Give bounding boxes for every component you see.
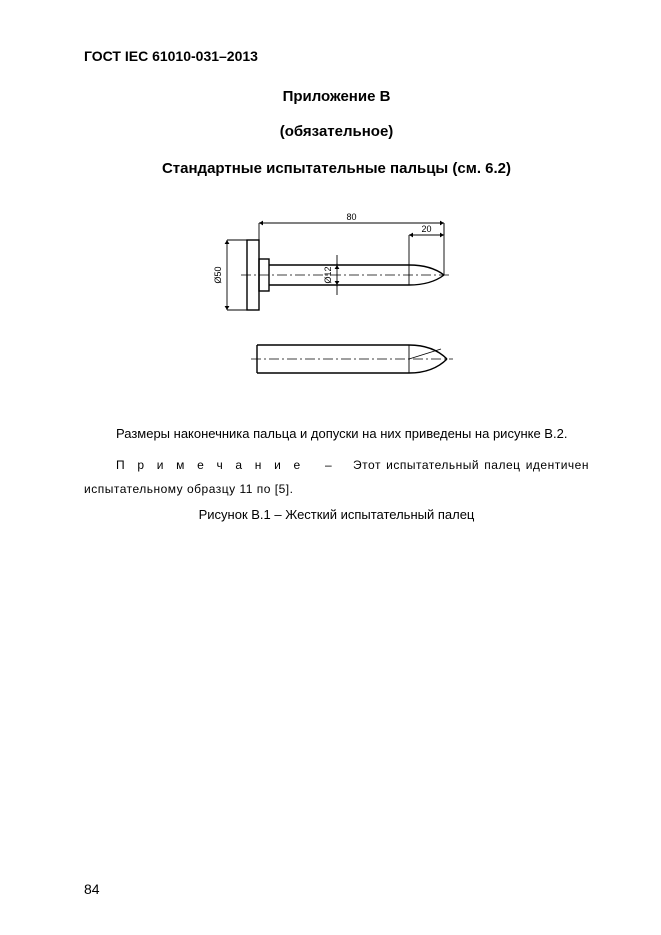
svg-text:Ø12: Ø12 xyxy=(323,266,333,283)
mandatory-label: (обязательное) xyxy=(84,123,589,140)
standard-code: ГОСТ IEC 61010-031–2013 xyxy=(84,48,589,64)
figure-caption: Рисунок В.1 – Жесткий испытательный пале… xyxy=(84,507,589,522)
svg-text:Ø50: Ø50 xyxy=(213,266,223,283)
note-label: П р и м е ч а н и е xyxy=(116,458,304,472)
test-finger-diagram: Ø50 80 20 Ø12 xyxy=(197,205,477,395)
body-paragraph: Размеры наконечника пальца и допуски на … xyxy=(84,421,589,447)
body-paragraph-text: Размеры наконечника пальца и допуски на … xyxy=(84,421,567,447)
svg-text:80: 80 xyxy=(346,212,356,222)
document-page: ГОСТ IEC 61010-031–2013 Приложение В (об… xyxy=(0,0,661,935)
appendix-title: Приложение В xyxy=(84,88,589,105)
svg-text:20: 20 xyxy=(421,224,431,234)
page-number: 84 xyxy=(84,881,100,897)
figure-container: Ø50 80 20 Ø12 xyxy=(84,205,589,395)
note-paragraph: П р и м е ч а н и е – Этот испытательный… xyxy=(84,453,589,501)
section-subtitle: Стандартные испытательные пальцы (см. 6.… xyxy=(84,160,589,177)
note-dash: – xyxy=(325,458,332,472)
